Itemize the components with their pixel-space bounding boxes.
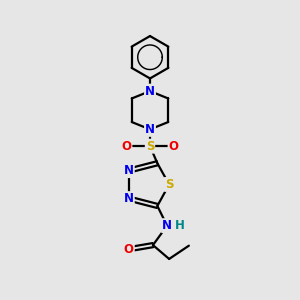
Text: H: H [175,219,185,232]
Text: O: O [169,140,178,153]
Text: N: N [124,164,134,177]
Text: O: O [122,140,131,153]
Text: O: O [124,243,134,256]
Text: N: N [145,85,155,98]
Text: N: N [162,219,172,232]
Text: N: N [124,192,134,205]
Text: S: S [165,178,173,191]
Text: N: N [145,123,155,136]
Text: S: S [146,140,154,153]
